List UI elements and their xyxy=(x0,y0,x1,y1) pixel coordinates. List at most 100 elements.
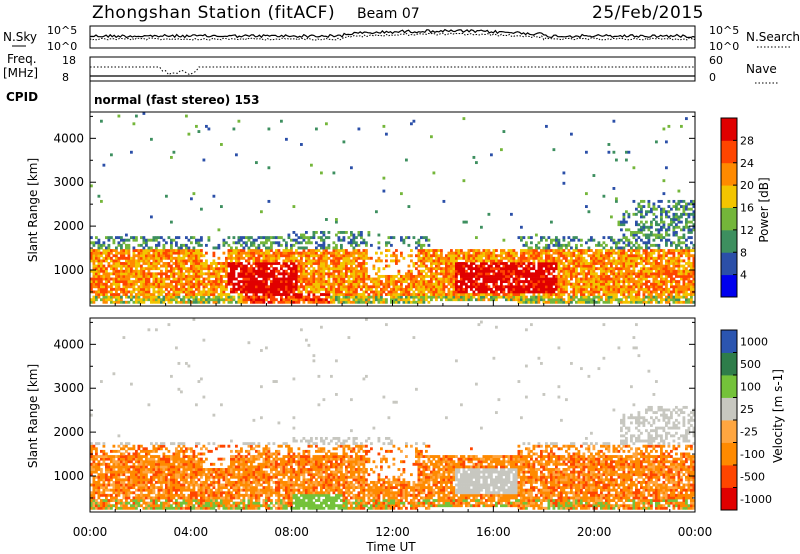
power-cell xyxy=(572,264,576,268)
power-cell xyxy=(515,251,518,255)
power-cell xyxy=(662,290,666,294)
power-cell xyxy=(290,290,293,294)
power-cell xyxy=(297,241,301,245)
power-cell xyxy=(130,282,133,286)
power-cell xyxy=(295,280,298,284)
power-cell xyxy=(565,282,568,286)
power-cell xyxy=(285,272,288,276)
power-cell xyxy=(387,290,391,294)
power-cell xyxy=(532,251,536,255)
power-cell xyxy=(612,293,616,296)
power-cell xyxy=(617,220,621,224)
power-cell xyxy=(212,246,216,250)
power-cell xyxy=(232,241,236,245)
power-cell xyxy=(685,117,688,121)
velocity-cell xyxy=(90,499,93,502)
power-cell xyxy=(272,267,276,271)
power-cell xyxy=(692,269,696,273)
power-cell xyxy=(567,272,571,276)
power-cell xyxy=(545,274,548,278)
power-cell xyxy=(365,262,368,265)
power-cell xyxy=(687,287,691,291)
power-cell xyxy=(652,202,656,206)
power-cell xyxy=(130,236,133,240)
power-cell xyxy=(110,259,113,263)
power-cell xyxy=(470,274,473,278)
power-cell xyxy=(332,251,336,255)
power-cell xyxy=(252,238,256,242)
power-cell xyxy=(420,249,423,252)
power-cell xyxy=(152,254,156,258)
power-cell xyxy=(322,246,326,250)
power-cell xyxy=(132,238,136,242)
power-cell xyxy=(617,238,621,242)
power-cell xyxy=(392,295,396,299)
power-cell xyxy=(130,295,133,299)
velocity-cell xyxy=(90,483,93,487)
power-cell xyxy=(495,298,498,302)
power-cell xyxy=(117,259,121,263)
power-cell xyxy=(647,202,651,206)
power-cell xyxy=(235,256,238,260)
power-cell xyxy=(637,274,641,278)
power-cell xyxy=(197,251,201,255)
power-cell xyxy=(650,300,653,304)
power-cell xyxy=(470,298,473,302)
power-cell xyxy=(237,236,241,240)
power-cell xyxy=(245,251,248,255)
power-cell xyxy=(675,249,678,252)
power-cell xyxy=(487,249,491,252)
power-cell xyxy=(635,246,638,250)
power-cell xyxy=(155,280,158,284)
power-cell xyxy=(585,290,588,294)
power-cell xyxy=(652,243,656,247)
power-cell xyxy=(585,277,588,281)
power-cell xyxy=(657,254,661,258)
power-cell xyxy=(630,249,633,252)
power-cell xyxy=(312,280,316,284)
power-cell xyxy=(305,290,308,294)
power-cell xyxy=(217,228,221,232)
power-cell xyxy=(170,246,173,250)
power-cell xyxy=(117,272,121,276)
power-cell xyxy=(197,241,201,245)
power-cell xyxy=(265,267,268,271)
power-cell xyxy=(105,290,108,294)
power-cell xyxy=(245,254,248,258)
power-cell xyxy=(565,267,568,271)
power-cell xyxy=(200,243,203,247)
power-cell xyxy=(535,243,538,247)
power-cell xyxy=(335,287,338,291)
power-cell xyxy=(282,280,286,284)
power-cell xyxy=(442,274,446,278)
power-cell xyxy=(632,236,636,240)
power-cell xyxy=(175,287,178,291)
power-cell xyxy=(540,274,543,278)
power-cell xyxy=(377,295,381,299)
power-cell xyxy=(550,262,553,265)
power-cell xyxy=(687,277,691,281)
power-cell xyxy=(142,282,146,286)
power-cell xyxy=(365,254,368,258)
power-cell xyxy=(685,238,688,242)
power-cell xyxy=(657,272,661,276)
power-cell xyxy=(600,262,603,265)
power-cell xyxy=(147,272,151,276)
power-cell xyxy=(450,295,453,299)
power-cell xyxy=(390,259,393,263)
power-cell xyxy=(320,282,323,286)
power-cell xyxy=(285,251,288,255)
power-cell xyxy=(387,282,391,286)
power-cell xyxy=(270,295,273,299)
power-cell xyxy=(265,274,268,278)
power-cell xyxy=(590,287,593,291)
power-cell xyxy=(655,243,658,247)
power-cell xyxy=(340,285,343,289)
power-cell xyxy=(220,298,223,302)
power-cell xyxy=(662,220,666,224)
power-cell xyxy=(667,298,671,302)
power-cell xyxy=(437,254,441,258)
power-cell xyxy=(597,293,601,296)
power-cell xyxy=(125,290,128,294)
power-cell xyxy=(445,298,448,302)
